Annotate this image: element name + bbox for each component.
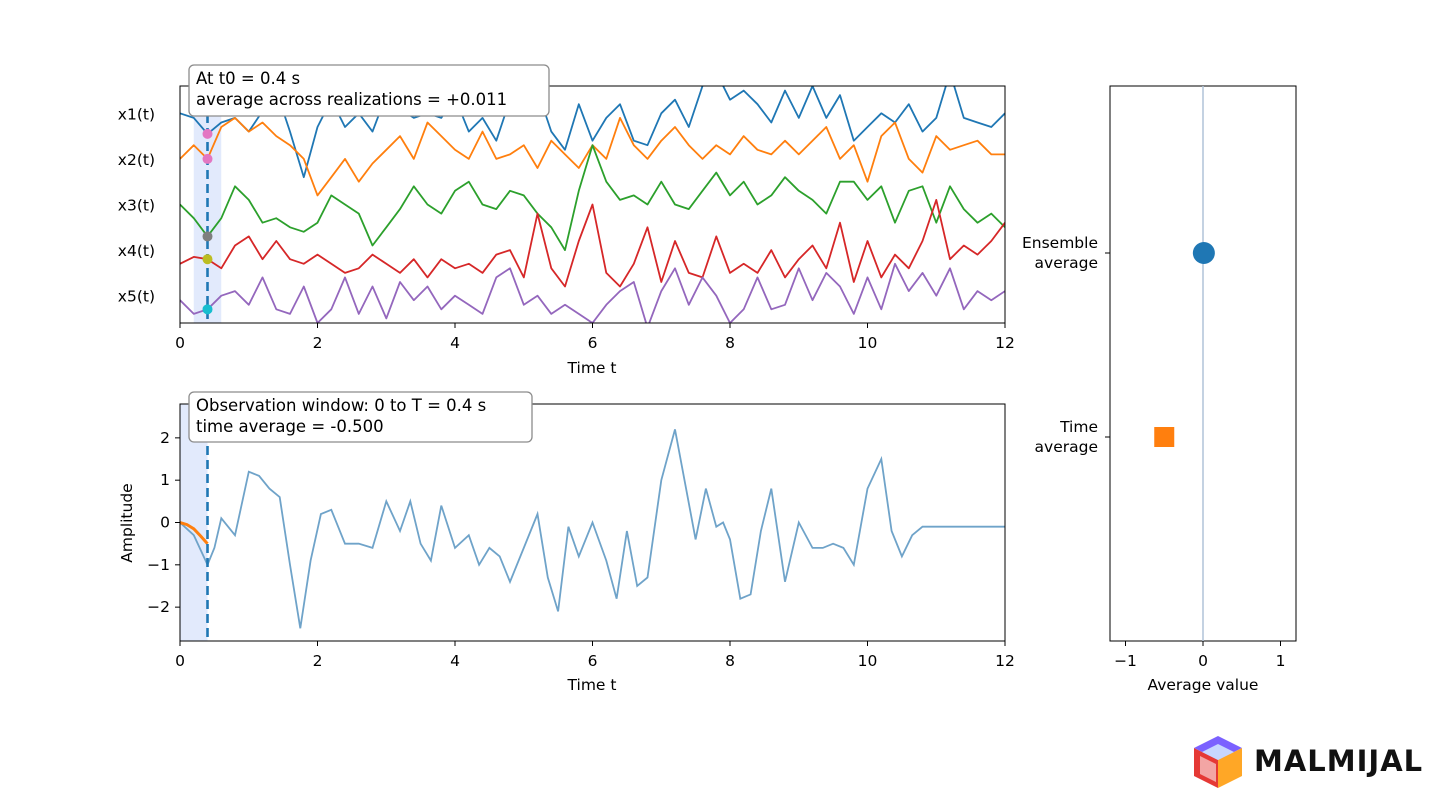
- y-tick-label: 0: [160, 514, 170, 532]
- series-label-1: x1(t): [118, 105, 155, 123]
- series-line-1: [180, 86, 1005, 179]
- t0-marker-2: [202, 153, 213, 164]
- x-tick-label: 10: [858, 652, 878, 670]
- x-tick-label: 2: [313, 652, 323, 670]
- ensemble-panel: x1(t) x2(t) x3(t) x4(t) x5(t) 0 2 4 6 8 10 12 Time…: [118, 64, 1015, 377]
- series-labels: x1(t) x2(t) x3(t) x4(t) x5(t): [118, 105, 155, 305]
- x-tick-label: 4: [450, 652, 460, 670]
- ensemble-x-label: Time t: [567, 359, 617, 377]
- signal-line: [180, 429, 1005, 629]
- series-label-4: x4(t): [118, 242, 155, 260]
- y-tick-label: 1: [160, 471, 170, 489]
- ensemble-markers: [202, 128, 213, 315]
- x-tick-label: −1: [1114, 652, 1137, 670]
- x-tick-label: 2: [313, 334, 323, 352]
- t0-marker-4: [202, 254, 213, 265]
- y-tick-label: −1: [147, 556, 170, 574]
- series-label-2: x2(t): [118, 151, 155, 169]
- category-label: average: [1035, 254, 1098, 272]
- comparison-x-label: Average value: [1148, 676, 1259, 694]
- t0-marker-3: [202, 231, 213, 242]
- t0-marker-5: [202, 304, 213, 315]
- time-x-label: Time t: [567, 676, 617, 694]
- x-tick-label: 6: [588, 652, 598, 670]
- x-tick-label: 1: [1276, 652, 1286, 670]
- series-line-5: [180, 262, 1005, 323]
- time-y-label: Amplitude: [118, 483, 136, 562]
- time-annotation: Observation window: 0 to T = 0.4 s time …: [188, 391, 533, 443]
- ensemble-x-ticks: 0 2 4 6 8 10 12: [175, 323, 1015, 352]
- time-x-ticks: 0 2 4 6 8 10 12: [175, 641, 1015, 670]
- series-label-5: x5(t): [118, 288, 155, 306]
- comparison-points: [1154, 242, 1215, 447]
- x-tick-label: 8: [725, 652, 735, 670]
- ensemble-lines: [180, 86, 1005, 323]
- brand-logo: MALMIJAL: [1190, 734, 1424, 794]
- x-tick-label: 6: [588, 334, 598, 352]
- comparison-x-ticks: −1 0 1: [1114, 641, 1285, 670]
- x-tick-label: 0: [175, 652, 185, 670]
- y-tick-label: 2: [160, 429, 170, 447]
- x-tick-label: 0: [1198, 652, 1208, 670]
- ensemble-annotation-line1: At t0 = 0.4 s: [196, 69, 300, 88]
- ensemble-annotation-line2: average across realizations = +0.011: [196, 90, 507, 109]
- series-line-4: [180, 198, 1005, 288]
- series-line-3: [180, 144, 1005, 252]
- comparison-panel: Ensemble average Time average −1 0 1 Average …: [1022, 85, 1297, 694]
- time-annotation-line1: Observation window: 0 to T = 0.4 s: [196, 396, 486, 415]
- cube-logo-icon: [1194, 736, 1242, 788]
- x-tick-label: 12: [995, 652, 1015, 670]
- y-tick-label: −2: [147, 598, 170, 616]
- ensemble-average-point: [1192, 242, 1215, 264]
- x-tick-label: 0: [175, 334, 185, 352]
- ensemble-annotation: At t0 = 0.4 s average across realization…: [188, 64, 550, 117]
- running-average-line: [180, 521, 209, 545]
- x-tick-label: 10: [858, 334, 878, 352]
- category-label: Time: [1059, 418, 1098, 436]
- series-label-3: x3(t): [118, 197, 155, 215]
- category-label: Ensemble: [1022, 234, 1098, 252]
- time-y-ticks: −2 −1 0 1 2: [147, 429, 180, 616]
- x-tick-label: 8: [725, 334, 735, 352]
- brand-name: MALMIJAL: [1254, 744, 1424, 778]
- time-annotation-line2: time average = -0.500: [196, 417, 384, 436]
- time-annotation-box: [188, 391, 533, 443]
- x-tick-label: 12: [995, 334, 1015, 352]
- x-tick-label: 4: [450, 334, 460, 352]
- ensemble-annotation-box: [188, 64, 550, 117]
- comparison-category-labels: Ensemble average Time average: [1022, 234, 1110, 456]
- t0-marker-1: [202, 128, 213, 139]
- category-label: average: [1035, 438, 1098, 456]
- time-average-point: [1154, 427, 1175, 447]
